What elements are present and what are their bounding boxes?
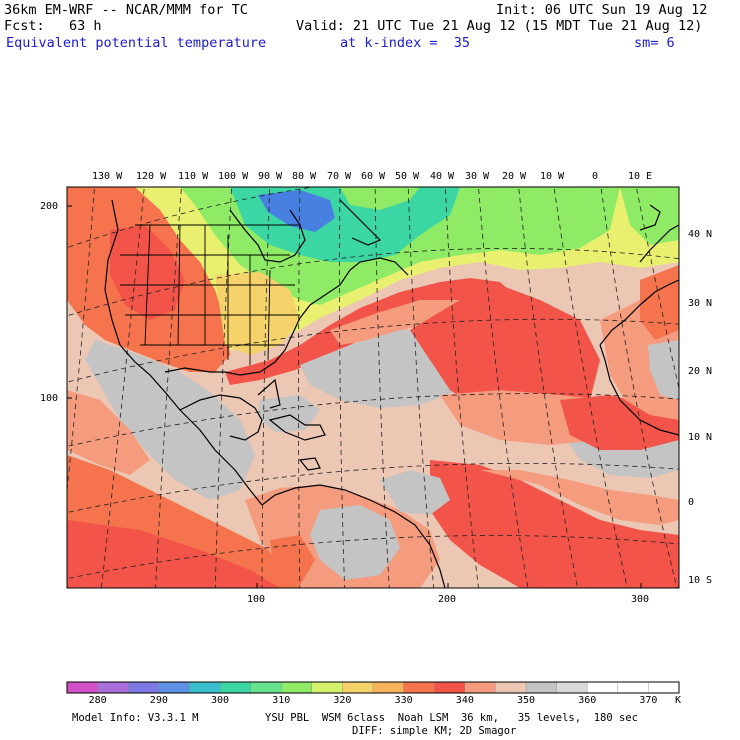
legend-tick-label: 340 (455, 695, 474, 706)
lon-label: 100 W (218, 171, 249, 182)
lon-label: 110 W (178, 171, 209, 182)
coastlines (104, 199, 679, 588)
lon-label: 130 W (92, 171, 123, 182)
grid-label-x: 300 (631, 594, 650, 605)
level-info: at k-index = 35 (340, 35, 471, 51)
legend-bin (66, 681, 99, 694)
legend-colorbar (66, 681, 680, 694)
lon-label: 10 W (540, 171, 565, 182)
legend-bin (342, 681, 374, 694)
legend-bin (127, 681, 160, 694)
legend-bin (495, 681, 527, 694)
grid-label-y: 100 (40, 393, 59, 404)
lon-label: 120 W (136, 171, 167, 182)
legend-bin (556, 681, 588, 694)
smoothing-info: sm= 6 (634, 35, 675, 51)
legend-tick-label: 280 (88, 695, 107, 706)
model-info: Model Info: V3.3.1 M (72, 712, 199, 724)
lon-label: 80 W (292, 171, 317, 182)
lon-label: 70 W (327, 171, 352, 182)
legend-bin (587, 681, 619, 694)
lat-label: 10 N (688, 432, 713, 443)
lat-label: 0 (688, 497, 695, 508)
init-time: Init: 06 UTC Sun 19 Aug 12 (496, 2, 708, 18)
legend-tick-label: 370 (639, 695, 658, 706)
grid-ticks (67, 205, 642, 588)
diffusion-info: DIFF: simple KM; 2D Smagor (352, 725, 517, 737)
state-borders (120, 224, 300, 365)
physics-info: YSU PBL WSM 6class Noah LSM 36 km, 35 le… (265, 712, 638, 724)
grid-label-x: 100 (247, 594, 266, 605)
grid-label-y: 200 (40, 201, 59, 212)
legend-bin (281, 681, 313, 694)
lat-label: 20 N (688, 366, 713, 377)
lat-label: 30 N (688, 298, 713, 309)
map-frame (66, 186, 680, 589)
lat-label: 10 S (688, 575, 713, 586)
legend-bin (189, 681, 221, 694)
grid-label-x: 200 (438, 594, 457, 605)
map-field (67, 187, 679, 588)
lon-label: 50 W (395, 171, 420, 182)
legend-tick-label: 360 (578, 695, 597, 706)
field-name: Equivalent potential temperature (6, 35, 267, 51)
lon-label: 0 (592, 171, 599, 182)
legend-bin (311, 681, 343, 694)
lon-label: 40 W (430, 171, 455, 182)
legend-bin (97, 681, 129, 694)
legend-frame (66, 681, 680, 694)
lon-label: 20 W (502, 171, 527, 182)
lon-label: 10 E (628, 171, 653, 182)
legend-bin (372, 681, 405, 694)
legend-tick-label: 310 (272, 695, 291, 706)
legend-tick-label: 350 (517, 695, 536, 706)
legend-tick-label: 320 (333, 695, 352, 706)
legend-tick-label: 300 (211, 695, 230, 706)
legend-bin (158, 681, 190, 694)
forecast-hour: Fcst: 63 h (4, 18, 102, 34)
legend-tick-label: 290 (149, 695, 168, 706)
lon-label: 60 W (361, 171, 386, 182)
legend-bin (250, 681, 282, 694)
legend-bin (434, 681, 466, 694)
legend-unit: K (675, 695, 682, 706)
legend-bin (617, 681, 649, 694)
lon-label: 30 W (465, 171, 490, 182)
graticule (67, 187, 679, 588)
legend-tick-label: 330 (394, 695, 413, 706)
legend-bin (219, 681, 252, 694)
legend-bin (464, 681, 496, 694)
legend-bin (648, 681, 680, 694)
model-title: 36km EM-WRF -- NCAR/MMM for TC (4, 2, 248, 18)
legend-bin (525, 681, 558, 694)
legend-bin (403, 681, 435, 694)
lat-label: 40 N (688, 229, 713, 240)
valid-time: Valid: 21 UTC Tue 21 Aug 12 (15 MDT Tue … (296, 18, 703, 34)
lon-label: 90 W (258, 171, 283, 182)
